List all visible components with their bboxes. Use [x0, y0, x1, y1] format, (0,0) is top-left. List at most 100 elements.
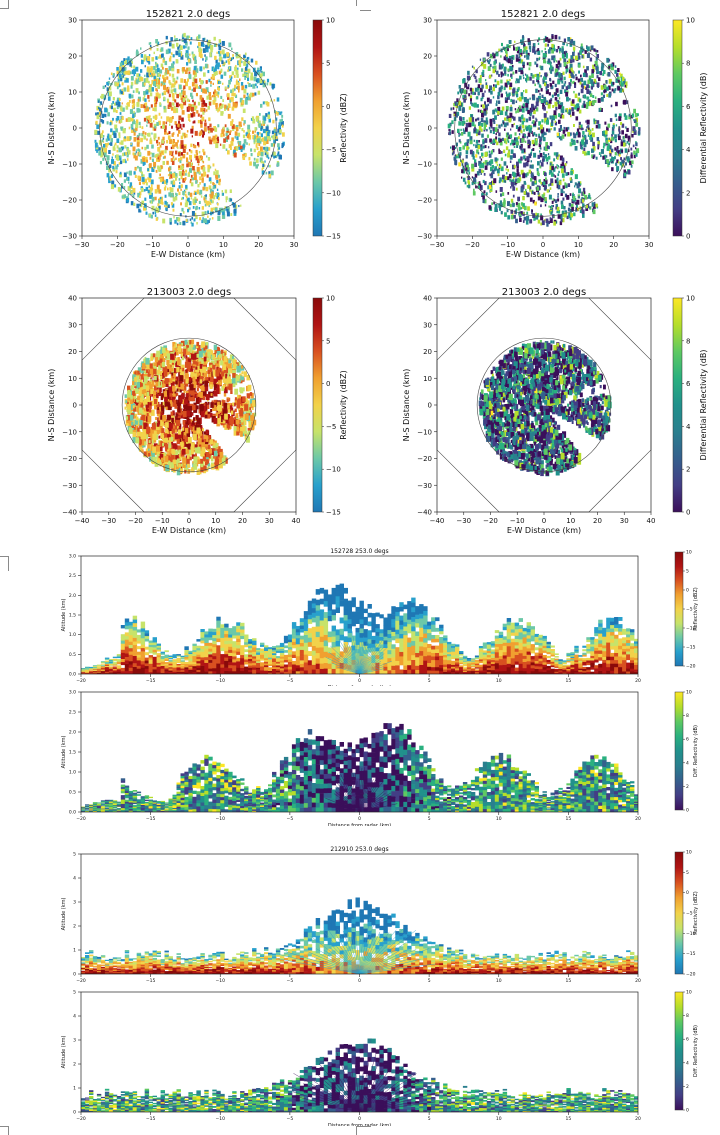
- chart-title: 213003 2.0 degs: [502, 287, 587, 298]
- y-tick-label: 3.0: [69, 690, 76, 696]
- colorbar: [675, 852, 683, 974]
- radar-field: [448, 34, 641, 227]
- x-tick-label: 10: [496, 816, 502, 822]
- x-tick-label: 0: [541, 241, 545, 249]
- colorbar-tick-label: 2: [686, 189, 690, 197]
- colorbar-tick-label: 6: [686, 380, 691, 388]
- colorbar-label: Differential Reflectivity (dB): [699, 73, 708, 184]
- colorbar-tick-label: −15: [326, 233, 341, 241]
- y-tick-label: 20: [68, 53, 77, 61]
- colorbar-label: Reflectivity (dBZ): [693, 891, 699, 934]
- x-tick-label: −20: [76, 816, 86, 822]
- x-tick-label: −40: [430, 517, 445, 525]
- x-tick-label: −10: [216, 816, 226, 822]
- colorbar: [675, 992, 683, 1110]
- colorbar-tick-label: 4: [686, 146, 691, 154]
- y-axis-label: N-S Distance (km): [47, 369, 56, 442]
- y-tick-label: 30: [423, 321, 432, 329]
- colorbar-tick-label: 10: [326, 17, 335, 25]
- y-tick-label: 0.5: [69, 652, 76, 658]
- x-tick-label: 10: [574, 241, 583, 249]
- x-tick-label: 0: [358, 816, 361, 822]
- colorbar-tick-label: 5: [326, 60, 330, 68]
- radar-field: [81, 584, 638, 675]
- y-tick-label: 5: [73, 990, 76, 996]
- radar-field: [94, 33, 285, 227]
- y-tick-label: −10: [62, 428, 77, 436]
- x-tick-label: 40: [292, 517, 301, 525]
- colorbar-tick-label: −5: [686, 607, 693, 613]
- colorbar-tick-label: 10: [326, 295, 335, 303]
- y-axis-label: N-S Distance (km): [402, 92, 411, 165]
- colorbar-tick-label: 10: [686, 850, 692, 856]
- y-tick-label: −10: [417, 161, 432, 169]
- chart-title: 152728 253.0 degs: [330, 548, 388, 555]
- x-tick-label: −5: [287, 816, 294, 822]
- x-tick-label: 0: [358, 1116, 361, 1122]
- x-tick-label: −10: [145, 241, 160, 249]
- y-tick-label: −10: [62, 161, 77, 169]
- colorbar-label: Reflectivity (dBZ): [339, 370, 348, 440]
- colorbar-tick-label: 2: [686, 784, 689, 790]
- colorbar-label: Differential Reflectivity (dB): [699, 350, 708, 461]
- colorbar-tick-label: 10: [686, 990, 692, 996]
- y-tick-label: 5: [73, 852, 76, 858]
- colorbar-label: Diff. Reflectivity (dB): [693, 725, 699, 777]
- colorbar-tick-label: −5: [686, 911, 693, 917]
- x-tick-label: −5: [287, 1116, 294, 1122]
- y-tick-label: 1: [73, 1086, 76, 1092]
- colorbar-tick-label: −5: [326, 146, 336, 154]
- x-tick-label: 20: [593, 517, 602, 525]
- y-tick-label: 10: [68, 89, 77, 97]
- chart-title: 152821 2.0 degs: [501, 9, 586, 20]
- colorbar-tick-label: 0: [326, 103, 330, 111]
- radar-field: [81, 723, 638, 812]
- y-tick-label: −20: [417, 455, 432, 463]
- y-tick-label: 1.0: [69, 770, 76, 776]
- colorbar-tick-label: 8: [686, 713, 689, 719]
- colorbar-label: Reflectivity (dBZ): [339, 93, 348, 163]
- colorbar-tick-label: 8: [686, 337, 690, 345]
- colorbar-tick-label: 10: [686, 295, 695, 303]
- x-tick-label: 0: [358, 678, 361, 684]
- colorbar-tick-label: 2: [686, 466, 690, 474]
- y-tick-label: 40: [68, 295, 77, 303]
- x-tick-label: 20: [609, 241, 618, 249]
- colorbar: [675, 552, 683, 666]
- x-tick-label: 30: [645, 241, 654, 249]
- x-tick-label: −15: [146, 978, 156, 984]
- y-tick-label: 30: [68, 17, 77, 25]
- y-tick-label: −30: [62, 233, 77, 241]
- colorbar-label: Reflectivity (dBZ): [693, 587, 699, 630]
- x-tick-label: −30: [75, 241, 90, 249]
- colorbar-tick-label: −15: [326, 509, 341, 517]
- colorbar-tick-label: 0: [686, 509, 690, 517]
- x-tick-label: 0: [186, 241, 190, 249]
- colorbar-tick-label: 10: [686, 550, 692, 556]
- y-tick-label: 20: [68, 348, 77, 356]
- colorbar-tick-label: 0: [326, 380, 330, 388]
- y-tick-label: 2.5: [69, 573, 76, 579]
- colorbar-tick-label: 0: [686, 808, 689, 814]
- y-tick-label: −40: [417, 509, 432, 517]
- x-tick-label: −5: [287, 678, 294, 684]
- x-tick-label: 15: [566, 816, 572, 822]
- colorbar: [673, 298, 682, 512]
- chart-title: 213003 2.0 degs: [147, 287, 232, 298]
- x-tick-label: −15: [146, 1116, 156, 1122]
- y-tick-label: −30: [62, 482, 77, 490]
- y-tick-label: 0: [73, 1110, 76, 1116]
- colorbar: [313, 298, 322, 512]
- colorbar-tick-label: 6: [686, 103, 691, 111]
- x-tick-label: 20: [635, 678, 641, 684]
- y-tick-label: −20: [62, 455, 77, 463]
- x-axis-label: Distance from radar (km): [328, 1123, 391, 1126]
- y-tick-label: −20: [417, 197, 432, 205]
- x-tick-label: −30: [101, 517, 116, 525]
- x-tick-label: 5: [428, 816, 431, 822]
- crop-mark-top-left: [0, 0, 9, 9]
